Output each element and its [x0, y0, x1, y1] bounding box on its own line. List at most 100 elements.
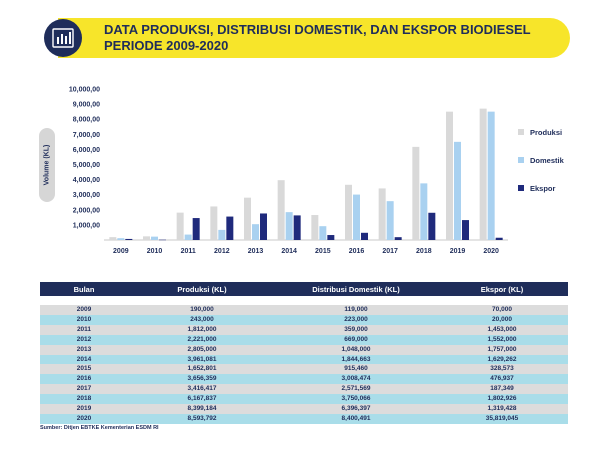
table-cell: 8,593,792 [128, 413, 276, 424]
legend-item: Produksi [518, 126, 590, 138]
column-header-distribusi: Distribusi Domestik (KL) [276, 282, 436, 296]
table-cell: 2,571,569 [276, 384, 436, 395]
table-row: 2020 8,593,792 8,400,491 35,819,045 [40, 413, 568, 424]
table-cell: 1,812,000 [128, 324, 276, 335]
bar-domestik-2016 [353, 194, 360, 240]
table-cell: 190,000 [128, 305, 276, 315]
bar-domestik-2012 [218, 229, 226, 240]
bar-ekspor-2011 [192, 218, 200, 240]
table-cell: 1,652,801 [128, 364, 276, 375]
bar-produksi-2016 [345, 184, 352, 240]
y-tick-label: 6,000,00 [73, 147, 100, 154]
table-row: 2015 1,652,801 915,460 328,573 [40, 364, 568, 375]
table-cell: 35,819,045 [436, 413, 568, 424]
y-tick-label: 4,000,00 [73, 177, 100, 184]
table-cell: 2,221,000 [128, 334, 276, 345]
y-tick-label: 1,000,00 [73, 222, 100, 229]
table-row: 2013 2,805,000 1,048,000 1,757,000 [40, 344, 568, 355]
bar-domestik-2010 [151, 236, 158, 240]
bar-domestik-2019 [454, 141, 461, 240]
y-tick-label: 8,000,00 [73, 117, 100, 124]
page-title: DATA PRODUKSI, DISTRIBUSI DOMESTIK, DAN … [104, 22, 564, 54]
bar-ekspor-2016 [361, 232, 368, 240]
table-cell: 476,937 [436, 374, 568, 385]
table-cell: 6,396,397 [276, 404, 436, 414]
bar-domestik-2011 [184, 234, 192, 240]
x-tick-label: 2009 [113, 248, 129, 255]
column-header-bulan: Bulan [40, 282, 128, 296]
y-tick-label: 3,000,00 [73, 192, 100, 199]
x-tick-label: 2014 [281, 248, 297, 255]
table-cell: 6,167,837 [128, 394, 276, 405]
table-cell: 119,000 [276, 305, 436, 315]
table-cell: 328,573 [436, 364, 568, 375]
table-cell: 1,629,262 [436, 354, 568, 365]
legend-item: Domestik [518, 154, 590, 166]
table-cell: 2019 [40, 404, 128, 414]
table-cell: 3,656,359 [128, 374, 276, 385]
bar-produksi-2010 [143, 236, 150, 240]
table-cell: 3,416,417 [128, 384, 276, 395]
table-cell: 359,000 [276, 324, 436, 335]
table-cell: 2020 [40, 413, 128, 424]
table-row: 2018 6,167,837 3,750,066 1,802,926 [40, 394, 568, 405]
table-header-row: Bulan Produksi (KL) Distribusi Domestik … [40, 282, 568, 296]
table-cell: 1,453,000 [436, 324, 568, 335]
table-cell: 3,750,066 [276, 394, 436, 405]
bar-produksi-2012 [210, 206, 218, 240]
table-row: 2009 190,000 119,000 70,000 [40, 305, 568, 315]
table-cell: 2011 [40, 324, 128, 335]
bar-domestik-2014 [285, 212, 293, 240]
table-row: 2019 8,399,184 6,396,397 1,319,428 [40, 404, 568, 414]
table-cell: 2015 [40, 364, 128, 375]
bar-ekspor-2010 [159, 239, 166, 241]
table-cell: 2009 [40, 305, 128, 315]
header-band [58, 18, 570, 58]
table-cell: 1,844,663 [276, 354, 436, 365]
bar-produksi-2013 [244, 197, 251, 240]
column-header-produksi: Produksi (KL) [128, 282, 276, 296]
x-tick-label: 2010 [147, 248, 163, 255]
bar-domestik-2018 [420, 183, 428, 240]
legend-swatch [518, 185, 524, 191]
chart-legend: Produksi Domestik Ekspor [518, 126, 590, 210]
bar-produksi-2018 [412, 146, 420, 240]
x-tick-label: 2012 [214, 248, 230, 255]
legend-swatch [518, 129, 524, 135]
legend-item: Ekspor [518, 182, 590, 194]
table-cell: 8,400,491 [276, 413, 436, 424]
table-cell: 2018 [40, 394, 128, 405]
bar-produksi-2020 [479, 108, 487, 240]
table-cell: 70,000 [436, 305, 568, 315]
table-cell: 187,349 [436, 384, 568, 395]
table-cell: 3,961,081 [128, 354, 276, 365]
bar-ekspor-2014 [293, 215, 301, 240]
table-spacer-row [40, 296, 568, 305]
y-tick-label: 7,000,00 [73, 132, 100, 139]
x-tick-label: 2018 [416, 248, 432, 255]
x-tick-label: 2013 [248, 248, 264, 255]
bar-produksi-2017 [378, 188, 386, 240]
bar-domestik-2015 [319, 226, 327, 240]
table-cell: 1,757,000 [436, 344, 568, 355]
x-tick-label: 2019 [450, 248, 466, 255]
bar-ekspor-2019 [462, 220, 469, 240]
bar-produksi-2009 [109, 237, 117, 240]
y-tick-label: 2,000,00 [73, 207, 100, 214]
table-row: 2017 3,416,417 2,571,569 187,349 [40, 384, 568, 395]
bar-ekspor-2012 [226, 216, 234, 240]
table-cell: 223,000 [276, 314, 436, 325]
legend-swatch [518, 157, 524, 163]
table-cell: 243,000 [128, 314, 276, 325]
bar-produksi-2019 [446, 111, 453, 241]
page-title-line-1: DATA PRODUKSI, DISTRIBUSI DOMESTIK, DAN … [104, 22, 531, 37]
y-tick-label: 5,000,00 [73, 162, 100, 169]
legend-label: Ekspor [530, 183, 556, 193]
bar-domestik-2009 [117, 238, 125, 240]
table-cell: 2013 [40, 344, 128, 355]
legend-label: Domestik [530, 155, 564, 165]
bar-ekspor-2020 [495, 237, 503, 240]
y-axis-label-pill [39, 128, 55, 202]
bar-produksi-2014 [277, 180, 285, 240]
table-cell: 2010 [40, 314, 128, 325]
